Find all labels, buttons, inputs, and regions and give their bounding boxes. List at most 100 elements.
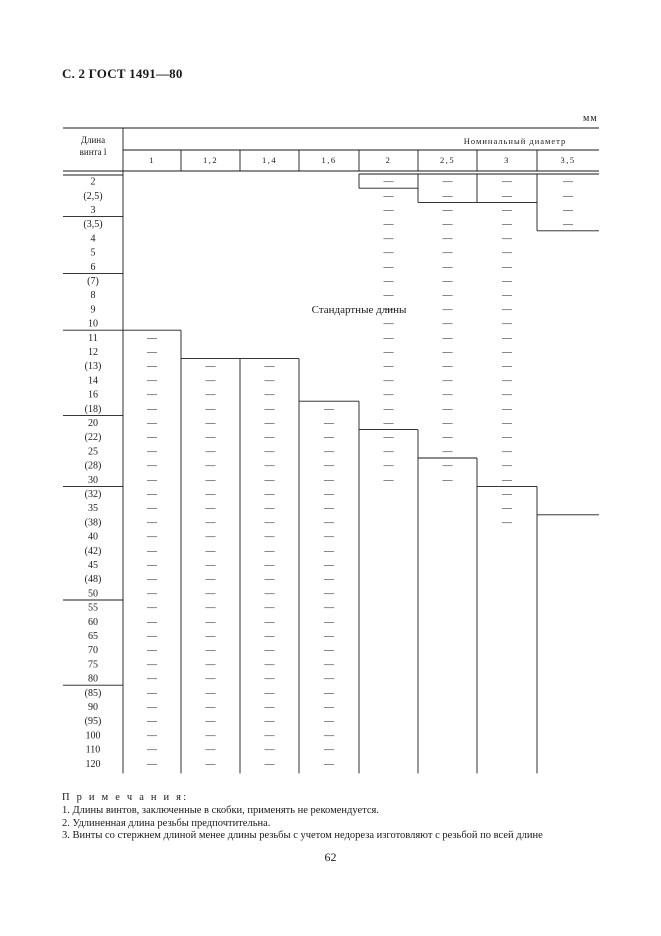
dash-mark: — bbox=[323, 730, 335, 741]
dash-mark: — bbox=[383, 219, 395, 230]
dash-mark: — bbox=[383, 290, 395, 301]
dash-mark: — bbox=[501, 361, 513, 372]
length-value: 8 bbox=[91, 290, 96, 301]
dash-mark: — bbox=[264, 759, 276, 770]
dash-mark: — bbox=[146, 645, 158, 656]
dash-mark: — bbox=[264, 432, 276, 443]
dash-mark: — bbox=[323, 532, 335, 543]
dash-mark: — bbox=[383, 390, 395, 401]
length-value: 16 bbox=[88, 390, 98, 401]
dash-mark: — bbox=[323, 645, 335, 656]
dash-mark: — bbox=[501, 233, 513, 244]
dash-mark: — bbox=[442, 375, 454, 386]
dash-mark: — bbox=[383, 177, 395, 188]
dash-mark: — bbox=[146, 333, 158, 344]
dash-mark: — bbox=[323, 702, 335, 713]
dash-mark: — bbox=[501, 177, 513, 188]
length-value: 65 bbox=[88, 631, 98, 642]
dash-mark: — bbox=[205, 546, 217, 557]
dash-mark: — bbox=[501, 333, 513, 344]
dash-mark: — bbox=[501, 446, 513, 457]
dash-mark: — bbox=[501, 290, 513, 301]
dash-mark: — bbox=[442, 191, 454, 202]
dash-mark: — bbox=[501, 276, 513, 287]
dash-mark: — bbox=[205, 603, 217, 614]
dash-mark: — bbox=[323, 759, 335, 770]
dash-mark: — bbox=[501, 390, 513, 401]
length-value: (7) bbox=[87, 276, 99, 287]
dash-mark: — bbox=[205, 645, 217, 656]
dash-mark: — bbox=[264, 489, 276, 500]
dash-mark: — bbox=[264, 617, 276, 628]
dash-mark: — bbox=[383, 446, 395, 457]
dash-mark: — bbox=[146, 730, 158, 741]
dash-mark: — bbox=[442, 475, 454, 486]
dash-mark: — bbox=[205, 432, 217, 443]
dash-mark: — bbox=[264, 517, 276, 528]
length-value: (32) bbox=[85, 489, 102, 500]
length-header: Длина bbox=[81, 135, 105, 145]
dash-mark: — bbox=[264, 404, 276, 415]
dash-mark: — bbox=[205, 688, 217, 699]
length-value: 3 bbox=[91, 205, 96, 216]
dash-mark: — bbox=[146, 617, 158, 628]
dash-mark: — bbox=[264, 375, 276, 386]
dash-mark: — bbox=[383, 361, 395, 372]
page-header: С. 2 ГОСТ 1491—80 bbox=[62, 66, 183, 81]
dash-mark: — bbox=[205, 461, 217, 472]
dash-mark: — bbox=[323, 432, 335, 443]
length-value: 40 bbox=[88, 532, 98, 543]
dash-mark: — bbox=[146, 489, 158, 500]
dash-mark: — bbox=[264, 688, 276, 699]
length-value: 55 bbox=[88, 603, 98, 614]
dash-mark: — bbox=[442, 233, 454, 244]
dash-mark: — bbox=[205, 716, 217, 727]
dash-mark: — bbox=[501, 319, 513, 330]
dash-mark: — bbox=[383, 404, 395, 415]
dash-mark: — bbox=[205, 418, 217, 429]
dash-mark: — bbox=[501, 432, 513, 443]
dash-mark: — bbox=[205, 617, 217, 628]
dash-mark: — bbox=[442, 418, 454, 429]
dash-mark: — bbox=[146, 631, 158, 642]
dash-mark: — bbox=[383, 304, 395, 315]
dash-mark: — bbox=[146, 446, 158, 457]
note-item: 3. Винты со стержнем длиной менее длины … bbox=[62, 830, 543, 842]
dash-mark: — bbox=[323, 745, 335, 756]
diameter-value: 3,5 bbox=[560, 155, 575, 165]
dash-mark: — bbox=[501, 461, 513, 472]
dash-mark: — bbox=[501, 404, 513, 415]
dash-mark: — bbox=[323, 461, 335, 472]
dash-mark: — bbox=[442, 219, 454, 230]
dash-mark: — bbox=[562, 219, 574, 230]
dash-mark: — bbox=[501, 375, 513, 386]
length-value: 75 bbox=[88, 659, 98, 670]
diameter-value: 1 bbox=[149, 155, 155, 165]
dash-mark: — bbox=[442, 276, 454, 287]
dash-mark: — bbox=[146, 716, 158, 727]
dash-mark: — bbox=[146, 418, 158, 429]
dash-mark: — bbox=[146, 674, 158, 685]
dash-mark: — bbox=[442, 205, 454, 216]
length-value: (38) bbox=[85, 517, 102, 528]
dash-mark: — bbox=[323, 688, 335, 699]
dash-mark: — bbox=[205, 659, 217, 670]
dash-mark: — bbox=[501, 517, 513, 528]
dash-mark: — bbox=[264, 390, 276, 401]
dash-mark: — bbox=[442, 461, 454, 472]
dash-mark: — bbox=[323, 574, 335, 585]
diameter-value: 2 bbox=[386, 155, 392, 165]
diameter-value: 1,4 bbox=[262, 155, 277, 165]
dash-mark: — bbox=[323, 659, 335, 670]
dash-mark: — bbox=[323, 560, 335, 571]
dash-mark: — bbox=[264, 546, 276, 557]
length-value: 10 bbox=[88, 319, 98, 330]
dash-mark: — bbox=[383, 319, 395, 330]
length-value: 12 bbox=[88, 347, 98, 358]
length-value: (13) bbox=[85, 361, 102, 372]
length-value: 9 bbox=[91, 304, 96, 315]
dash-mark: — bbox=[501, 219, 513, 230]
length-value: 14 bbox=[88, 375, 98, 386]
dash-mark: — bbox=[383, 276, 395, 287]
dash-mark: — bbox=[146, 503, 158, 514]
